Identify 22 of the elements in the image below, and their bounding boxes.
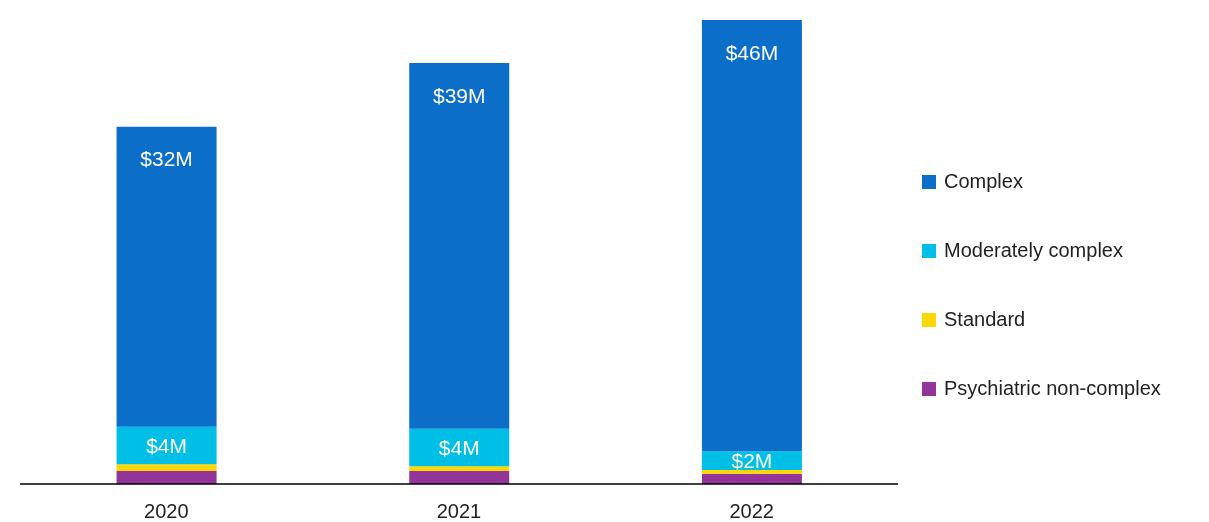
bar: [409, 63, 510, 429]
bar: [116, 470, 217, 484]
legend-label: Psychiatric non-complex: [944, 377, 1161, 400]
bar: [116, 464, 217, 471]
x-tick-label: 2022: [729, 500, 774, 522]
bar: [409, 466, 510, 471]
data-label: $4M: [438, 435, 480, 459]
data-label: $46M: [725, 40, 779, 64]
x-tick-label: 2020: [144, 500, 189, 522]
bar: [409, 470, 510, 484]
legend-label: Standard: [944, 308, 1026, 331]
data-label: $2M: [731, 449, 773, 473]
legend-label: Moderately complex: [944, 239, 1123, 262]
x-tick-label: 2021: [436, 500, 482, 522]
bar: [116, 126, 217, 427]
data-label: $39M: [432, 83, 486, 107]
data-label: $32M: [140, 147, 193, 171]
bar: [701, 20, 802, 452]
bar: [701, 469, 802, 474]
legend-label: Complex: [944, 170, 1023, 193]
data-label: $4M: [146, 434, 188, 458]
bar: [116, 426, 217, 465]
